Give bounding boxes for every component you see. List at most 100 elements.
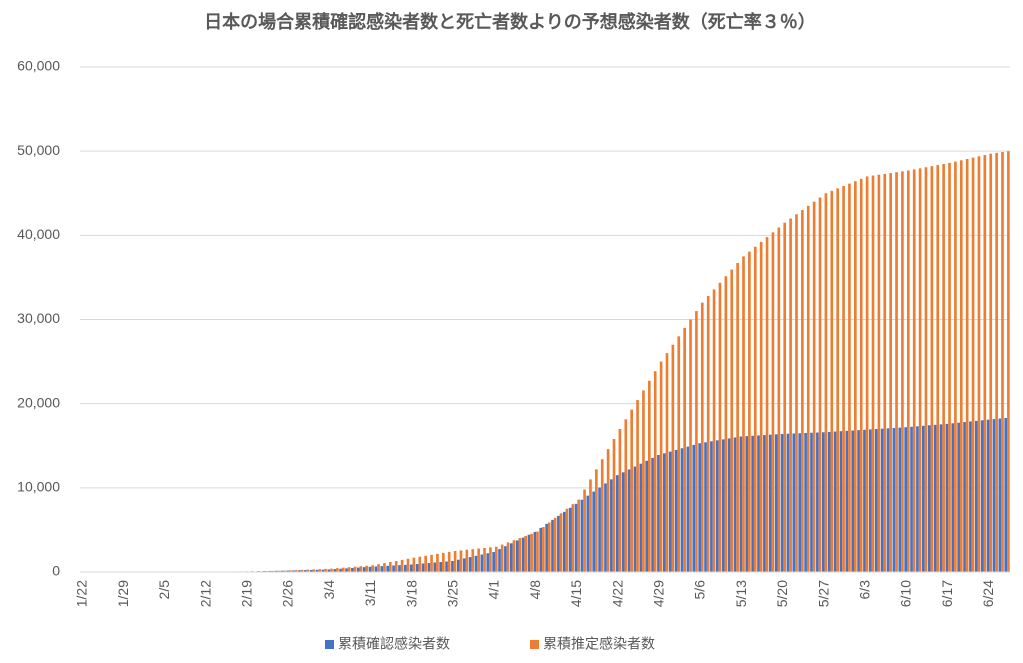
bar bbox=[312, 569, 316, 572]
bar bbox=[621, 472, 625, 572]
bar bbox=[345, 568, 348, 572]
bar bbox=[606, 449, 610, 572]
y-tick-label: 0 bbox=[52, 563, 60, 579]
bar bbox=[986, 419, 990, 572]
bar bbox=[863, 429, 866, 572]
bar bbox=[377, 564, 380, 572]
x-tick-label: 1/29 bbox=[115, 580, 131, 607]
bar bbox=[530, 533, 533, 572]
bar bbox=[321, 569, 325, 572]
bar bbox=[392, 565, 395, 572]
bar bbox=[922, 425, 925, 572]
bar bbox=[389, 562, 392, 572]
bar bbox=[704, 442, 707, 572]
bar bbox=[965, 158, 969, 572]
bar bbox=[892, 427, 896, 572]
bar bbox=[789, 218, 792, 572]
bar bbox=[286, 570, 289, 572]
bar bbox=[663, 453, 666, 572]
x-tick-label: 5/13 bbox=[733, 580, 749, 607]
x-tick-label: 5/20 bbox=[774, 580, 790, 607]
bar bbox=[571, 504, 575, 572]
bar bbox=[633, 466, 637, 572]
bar bbox=[648, 380, 651, 572]
bar bbox=[298, 570, 301, 572]
bar bbox=[486, 553, 490, 572]
bar bbox=[347, 567, 351, 572]
bar bbox=[924, 167, 928, 572]
bar bbox=[418, 556, 422, 572]
bar bbox=[712, 289, 716, 572]
bar bbox=[721, 439, 725, 572]
bar bbox=[865, 176, 869, 572]
bar bbox=[857, 430, 860, 572]
bar bbox=[883, 173, 887, 572]
bar bbox=[895, 172, 898, 573]
bar bbox=[492, 551, 495, 572]
bar bbox=[277, 570, 280, 572]
bar bbox=[836, 188, 840, 572]
bar bbox=[598, 487, 601, 572]
bar bbox=[515, 540, 519, 572]
x-tick-label: 2/5 bbox=[156, 580, 172, 600]
x-tick-label: 4/15 bbox=[568, 580, 584, 607]
bar bbox=[453, 550, 457, 572]
bar bbox=[592, 491, 596, 572]
bar bbox=[942, 164, 945, 572]
bar bbox=[724, 276, 728, 572]
bar bbox=[877, 174, 881, 572]
bar bbox=[636, 400, 639, 572]
bar bbox=[480, 554, 484, 572]
bar bbox=[468, 557, 472, 572]
bar bbox=[339, 568, 342, 572]
x-tick-label: 5/27 bbox=[815, 580, 831, 607]
bar bbox=[871, 175, 875, 572]
bar bbox=[974, 420, 978, 572]
bar bbox=[612, 439, 616, 572]
bar bbox=[765, 237, 769, 572]
bar bbox=[457, 559, 460, 572]
bar bbox=[545, 523, 548, 572]
bar bbox=[394, 560, 398, 572]
bar bbox=[951, 423, 955, 572]
bar bbox=[995, 152, 998, 572]
x-tick-label: 3/25 bbox=[444, 580, 460, 607]
bar bbox=[559, 513, 563, 572]
x-tick-label: 6/3 bbox=[856, 580, 872, 600]
bar bbox=[668, 451, 672, 572]
bar bbox=[751, 435, 754, 572]
bar bbox=[777, 227, 781, 572]
bar bbox=[568, 507, 572, 572]
legend-swatch bbox=[530, 640, 539, 649]
bar bbox=[430, 554, 433, 572]
bar bbox=[833, 431, 837, 572]
bar bbox=[303, 570, 307, 572]
bar bbox=[280, 570, 284, 572]
bar bbox=[521, 537, 525, 572]
bar bbox=[527, 534, 531, 572]
bar bbox=[880, 428, 884, 572]
bar bbox=[365, 565, 369, 572]
x-tick-label: 3/18 bbox=[403, 580, 419, 607]
bar bbox=[936, 165, 940, 572]
bar bbox=[524, 535, 528, 572]
bar bbox=[718, 282, 722, 572]
bar bbox=[874, 429, 878, 572]
bar bbox=[351, 567, 354, 572]
bar bbox=[774, 434, 778, 572]
bar bbox=[977, 156, 981, 572]
x-tick-label: 4/8 bbox=[527, 580, 543, 600]
bar bbox=[283, 570, 286, 572]
x-tick-label: 6/24 bbox=[980, 580, 996, 607]
bar bbox=[659, 361, 663, 572]
bar bbox=[300, 569, 304, 572]
bar bbox=[580, 499, 584, 572]
y-tick-label: 30,000 bbox=[17, 310, 60, 326]
bar bbox=[639, 463, 643, 572]
bar bbox=[421, 563, 425, 572]
bar bbox=[959, 160, 963, 572]
bar bbox=[665, 353, 669, 572]
bar bbox=[916, 426, 919, 572]
bar bbox=[683, 327, 686, 572]
bar bbox=[504, 546, 507, 572]
